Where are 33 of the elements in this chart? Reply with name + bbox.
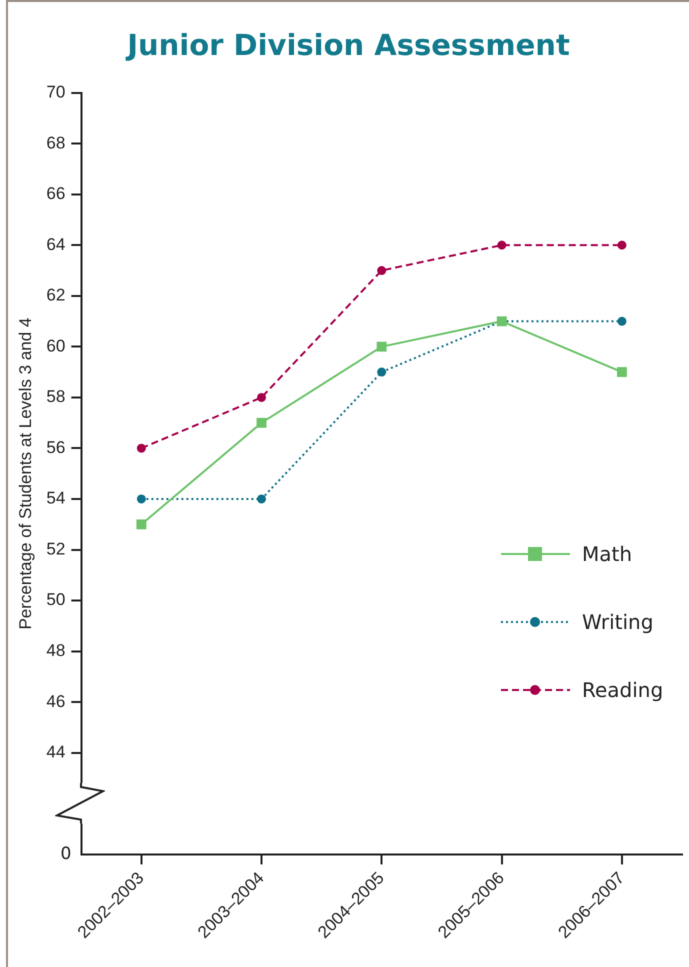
- point: [136, 494, 146, 504]
- point: [257, 392, 266, 402]
- point: [617, 240, 626, 250]
- point: [136, 444, 146, 453]
- chart-title: Junior Division Assessment: [125, 28, 570, 62]
- legend-label: Writing: [582, 610, 654, 634]
- y-tick-label: 44: [46, 742, 66, 762]
- point: [257, 494, 266, 504]
- y-tick-label: 64: [46, 234, 66, 254]
- y-axis-title: Percentage of Students at Levels 3 and 4: [16, 318, 35, 630]
- legend-label: Math: [582, 542, 632, 566]
- y-tick-label: 62: [46, 286, 66, 305]
- y-tick-label: 48: [46, 641, 66, 660]
- point: [617, 316, 626, 326]
- point: [377, 266, 386, 276]
- point: [256, 418, 266, 428]
- point: [616, 367, 627, 378]
- y-tick-label: 58: [46, 387, 66, 406]
- point: [377, 368, 386, 377]
- y-tick-label: 68: [46, 133, 66, 152]
- point: [376, 342, 387, 352]
- y-tick-label: 52: [46, 539, 66, 558]
- text: 0: [60, 844, 72, 864]
- point: [136, 519, 146, 530]
- y-tick-label: 46: [46, 692, 66, 711]
- y-tick-label: 70: [46, 82, 66, 102]
- y-tick-label: 54: [46, 488, 66, 508]
- y-tick-label: 60: [46, 336, 66, 356]
- y-tick-label: 56: [46, 438, 66, 457]
- y-tick-label: 66: [46, 184, 66, 204]
- point: [497, 240, 506, 250]
- legend-label: Reading: [582, 678, 664, 702]
- y-tick-label: 50: [46, 590, 66, 610]
